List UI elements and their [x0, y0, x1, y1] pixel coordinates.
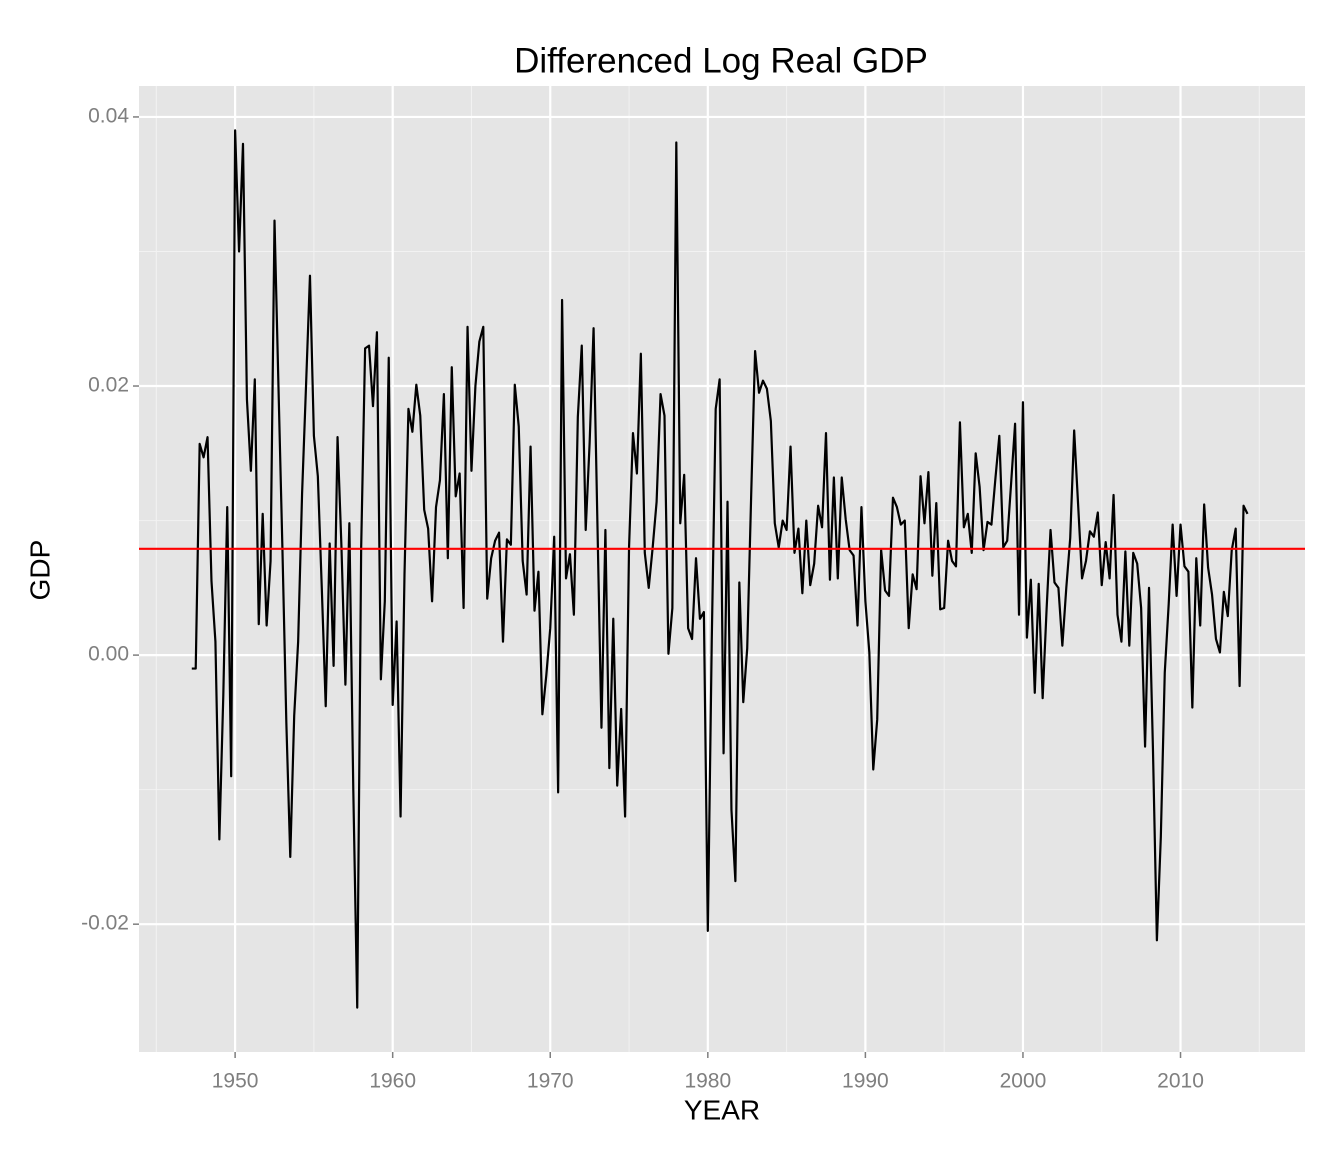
x-tick-label: 2000 [1000, 1070, 1047, 1093]
y-tick-label: 0.04 [88, 104, 129, 127]
x-tick-label: 2010 [1157, 1070, 1204, 1093]
data-line [191, 129, 1249, 1009]
x-tick-label: 1950 [212, 1070, 259, 1093]
y-tick-label: 0.02 [88, 374, 129, 397]
y-tick-label: 0.00 [88, 643, 129, 666]
x-tick-label: 1970 [527, 1070, 574, 1093]
chart-title: Differenced Log Real GDP [514, 41, 928, 80]
x-tick-label: 1990 [842, 1070, 889, 1093]
x-tick-label: 1960 [369, 1070, 416, 1093]
y-axis-title: GDP [24, 540, 55, 601]
x-axis-title: YEAR [684, 1094, 760, 1125]
y-tick-label: -0.02 [81, 912, 129, 935]
x-tick-label: 1980 [684, 1070, 731, 1093]
